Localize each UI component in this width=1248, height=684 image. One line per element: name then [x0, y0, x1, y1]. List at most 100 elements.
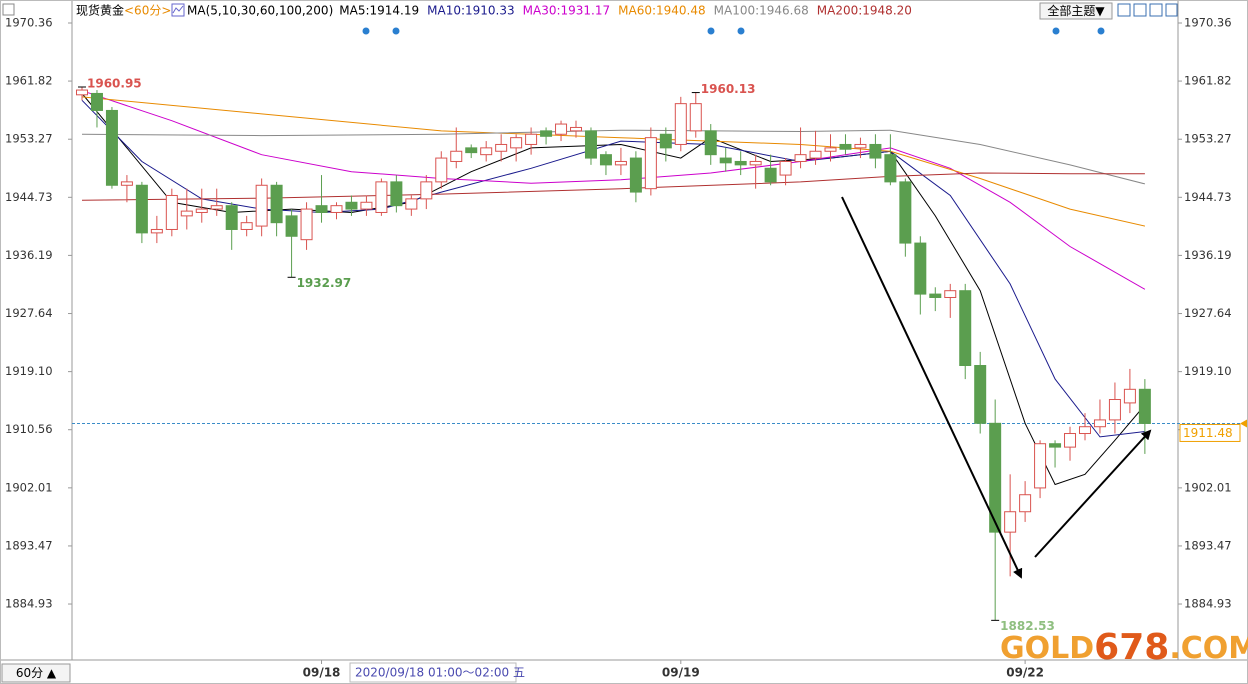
extreme-label: 1882.53 [1000, 619, 1055, 633]
period-button[interactable] [1, 663, 71, 683]
icon[interactable] [1149, 3, 1163, 17]
indicator: MA(5,10,30,60,100,200) [187, 4, 333, 18]
candle-body [465, 147, 478, 154]
candle-body [255, 184, 268, 227]
x-labels: 09/18 09/19 09/22 [303, 660, 1044, 680]
candle-body [854, 143, 867, 149]
candle-body [629, 157, 642, 193]
y-tick-label: 1927.64 [1184, 306, 1232, 320]
candle-body [824, 147, 837, 152]
arrow [1034, 429, 1152, 558]
toolbar-icons [1117, 3, 1178, 17]
candle-body [450, 150, 463, 162]
arrow [841, 196, 1023, 579]
icon[interactable] [1117, 3, 1131, 17]
candle-body [1123, 388, 1136, 404]
y-tick-label: 1893.47 [1184, 538, 1232, 552]
indicator-icon-line [172, 5, 184, 14]
event-dot[interactable] [707, 27, 715, 35]
candle-body [959, 290, 972, 367]
icon[interactable] [1165, 3, 1178, 17]
candle-body [1078, 426, 1091, 435]
y-tick-label: 1919.10 [1184, 364, 1232, 378]
candle-body [330, 205, 343, 213]
x-tick-label: 09/18 [303, 666, 341, 680]
candle-body [210, 205, 223, 210]
candle-body [674, 103, 687, 145]
candle-body [719, 157, 732, 164]
legend-entry: MA5:1914.19 [339, 4, 419, 18]
candle-body [779, 160, 792, 176]
event-dot[interactable] [362, 27, 370, 35]
period-button-label[interactable]: 60分 ▲ [16, 666, 57, 680]
event-dot[interactable] [737, 27, 745, 35]
candle-body [644, 137, 657, 190]
event-dot[interactable] [1097, 27, 1105, 35]
candle-body [899, 181, 912, 244]
candle-body [884, 154, 897, 183]
candle-body [540, 130, 553, 137]
candle-body [974, 365, 987, 424]
y-tick-label: 1936.19 [5, 248, 53, 262]
extreme-label: 1960.95 [87, 76, 142, 90]
candle-body [794, 154, 807, 162]
candle-body [1034, 443, 1047, 489]
candle-body [420, 181, 433, 200]
candle-body [1049, 443, 1062, 448]
y-tick-label: 1902.01 [5, 480, 53, 494]
y-tick-label: 1893.47 [5, 538, 53, 552]
watermark-part: 678 [1094, 627, 1169, 668]
y-tick-label: 1961.82 [1184, 74, 1232, 88]
candle-body [809, 150, 822, 159]
plot: 1970.36 1970.36 1961.82 1961.82 1953.27 1953.… [5, 15, 1247, 633]
x-tick-label: 09/22 [1006, 666, 1044, 680]
candle-body [165, 194, 178, 230]
extreme-label: 1932.97 [297, 276, 352, 290]
candle-body [1093, 419, 1106, 428]
watermark: GOLD678.COM [1000, 627, 1248, 668]
theme-button[interactable] [1039, 2, 1113, 20]
icon[interactable] [1133, 3, 1147, 17]
candle-body [270, 184, 283, 224]
legend-entry: MA30:1931.17 [523, 4, 611, 18]
candle-body [614, 160, 627, 166]
candle-body [1138, 388, 1151, 424]
candle-body [495, 143, 508, 152]
event-dot[interactable] [392, 27, 400, 35]
candle-body [375, 181, 388, 213]
legend-entry: MA10:1910.33 [427, 4, 515, 18]
y-tick-label: 1884.93 [5, 597, 53, 611]
watermark-part: .COM [1169, 631, 1248, 666]
candle-body [584, 130, 597, 159]
candle-body [555, 123, 568, 135]
candle-body [480, 147, 493, 156]
crosshair-box [349, 662, 517, 683]
candle-body [195, 208, 208, 213]
y-tick-label: 1919.10 [5, 364, 53, 378]
toolbar: 现货黄金 <60分> MA(5,10,30,60,100,200) 全部主题▼ [2, 2, 1178, 20]
candle-body [240, 222, 253, 230]
candle-body [510, 137, 523, 149]
candle-body [405, 198, 418, 210]
y-tick-label: 1944.73 [5, 190, 53, 204]
candle-body [285, 215, 298, 237]
extreme-label: 1960.13 [701, 82, 756, 96]
menu-icon [2, 3, 15, 16]
y-tick-label: 1970.36 [1184, 15, 1232, 29]
event-dot[interactable] [1052, 27, 1060, 35]
candle-body [1004, 511, 1017, 533]
last-price-label: 1911.48 [1183, 426, 1233, 440]
crosshair-label: 2020/09/18 01:00～02:00 五 [355, 666, 525, 680]
legend-entry: MA100:1946.68 [714, 4, 809, 18]
candle-body [929, 293, 942, 298]
theme-button-label[interactable]: 全部主题▼ [1047, 3, 1105, 18]
candle-body [76, 89, 88, 96]
candle-body [989, 422, 1002, 533]
candle-body [525, 133, 538, 145]
y-tick-label: 1953.27 [5, 132, 53, 146]
candle-body [150, 228, 163, 234]
candle-body [225, 205, 238, 230]
ma-line [81, 90, 1146, 290]
y-tick-label: 1936.19 [1184, 248, 1232, 262]
